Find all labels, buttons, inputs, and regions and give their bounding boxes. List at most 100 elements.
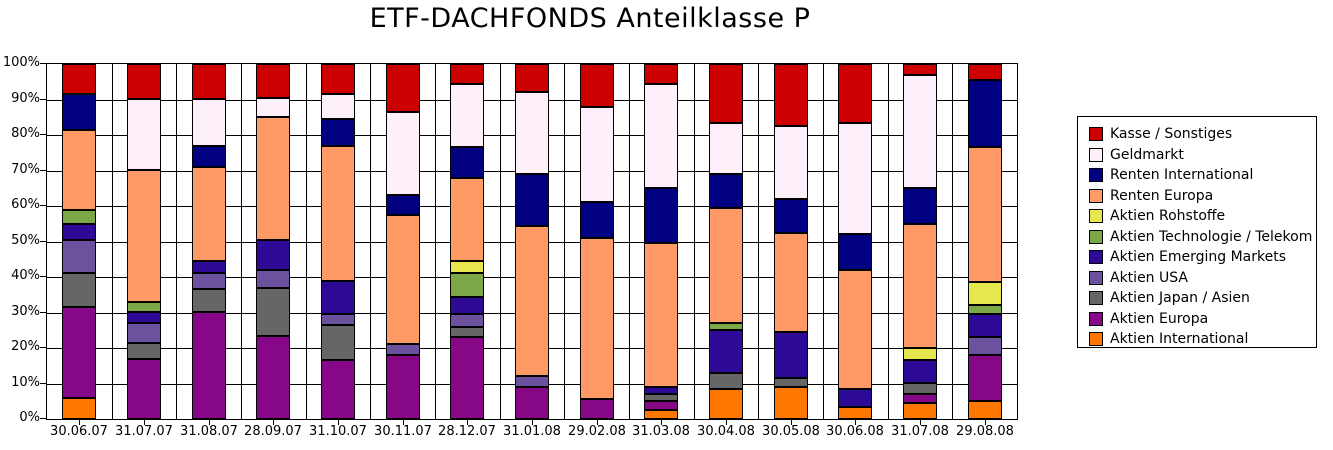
legend-item: Aktien Europa: [1089, 309, 1316, 330]
gridline-vertical: [564, 64, 565, 419]
bar-segment: [644, 243, 678, 387]
x-axis-label: 31.10.07: [309, 424, 367, 439]
bar-segment: [709, 323, 743, 330]
bar-segment: [644, 394, 678, 401]
bar-segment: [62, 64, 96, 94]
bar-segment: [450, 147, 484, 178]
bar-segment: [256, 117, 290, 240]
bar-segment: [838, 389, 872, 407]
bar-segment: [903, 403, 937, 419]
y-axis-tick: [40, 347, 46, 348]
x-axis-label: 28.09.07: [244, 424, 302, 439]
bar-segment: [580, 238, 614, 399]
bar-segment: [709, 64, 743, 123]
bar-segment: [838, 123, 872, 234]
bar-segment: [709, 373, 743, 389]
legend-item: Aktien Emerging Markets: [1089, 247, 1316, 268]
x-axis-label: 31.07.07: [115, 424, 173, 439]
bar-segment: [386, 344, 420, 355]
bar-segment: [580, 64, 614, 107]
x-axis-tick: [532, 419, 533, 425]
legend-label: Geldmarkt: [1110, 146, 1184, 163]
bar-segment: [774, 64, 808, 126]
bar-segment: [709, 208, 743, 323]
bar-segment: [968, 401, 1002, 419]
bar-segment: [515, 174, 549, 226]
x-axis-tick: [791, 419, 792, 425]
y-axis-tick: [40, 241, 46, 242]
bar-segment: [386, 215, 420, 344]
legend-swatch: [1089, 229, 1103, 244]
x-axis-tick: [338, 419, 339, 425]
bar-segment: [838, 407, 872, 419]
legend-item: Geldmarkt: [1089, 145, 1316, 166]
bar-segment: [256, 64, 290, 98]
bar-segment: [968, 305, 1002, 314]
bar-segment: [62, 210, 96, 224]
y-axis-label: 90%: [11, 91, 40, 106]
bar-segment: [580, 399, 614, 419]
bar-segment: [903, 64, 937, 75]
bar-segment: [450, 178, 484, 261]
y-axis-tick: [40, 205, 46, 206]
bar-segment: [968, 355, 1002, 401]
bar-segment: [644, 387, 678, 394]
bar-segment: [127, 170, 161, 302]
bar-segment: [838, 234, 872, 270]
legend-label: Renten International: [1110, 167, 1254, 184]
y-axis-tick: [40, 99, 46, 100]
gridline-vertical: [888, 64, 889, 419]
bar-segment: [968, 314, 1002, 337]
bar-segment: [192, 289, 226, 312]
bar-segment: [515, 376, 549, 387]
x-axis-label: 31.03.08: [632, 424, 690, 439]
bar-segment: [62, 307, 96, 398]
legend-swatch: [1089, 250, 1103, 265]
y-axis-label: 40%: [11, 268, 40, 283]
x-axis-tick: [920, 419, 921, 425]
bar-segment: [644, 401, 678, 410]
plot-area: [46, 63, 1018, 420]
chart-title: ETF-DACHFONDS Anteilklasse P: [369, 3, 811, 34]
bar-segment: [838, 64, 872, 123]
bar-segment: [127, 64, 161, 99]
y-axis-tick: [40, 312, 46, 313]
gridline-vertical: [758, 64, 759, 419]
bar-segment: [450, 261, 484, 273]
bar-segment: [127, 323, 161, 343]
y-axis-tick: [40, 134, 46, 135]
bar-segment: [450, 327, 484, 337]
legend-swatch: [1089, 332, 1103, 347]
legend-label: Kasse / Sonstiges: [1110, 126, 1233, 143]
x-axis-tick: [985, 419, 986, 425]
gridline-vertical: [694, 64, 695, 419]
x-axis-tick: [597, 419, 598, 425]
x-axis-tick: [273, 419, 274, 425]
legend-label: Aktien Technologie / Telekom: [1110, 228, 1313, 245]
bar-segment: [62, 94, 96, 130]
bar-segment: [580, 202, 614, 238]
bar-segment: [256, 270, 290, 288]
bar-segment: [774, 199, 808, 233]
bar-segment: [127, 302, 161, 312]
bar-segment: [386, 195, 420, 215]
legend-item: Aktien Technologie / Telekom: [1089, 227, 1316, 248]
bar-segment: [386, 64, 420, 112]
gridline-vertical: [435, 64, 436, 419]
gridline-vertical: [823, 64, 824, 419]
bar-segment: [709, 123, 743, 174]
bar-segment: [192, 312, 226, 419]
bar-segment: [62, 130, 96, 210]
bar-segment: [321, 64, 355, 94]
legend-swatch: [1089, 311, 1103, 326]
y-axis-label: 70%: [11, 162, 40, 177]
legend-swatch: [1089, 147, 1103, 162]
bar-segment: [709, 174, 743, 208]
x-axis-label: 30.06.07: [50, 424, 108, 439]
bar-segment: [62, 240, 96, 273]
bar-segment: [709, 330, 743, 373]
bar-segment: [580, 107, 614, 202]
y-axis-tick: [40, 383, 46, 384]
bar-segment: [903, 360, 937, 383]
legend-item: Aktien International: [1089, 329, 1316, 350]
